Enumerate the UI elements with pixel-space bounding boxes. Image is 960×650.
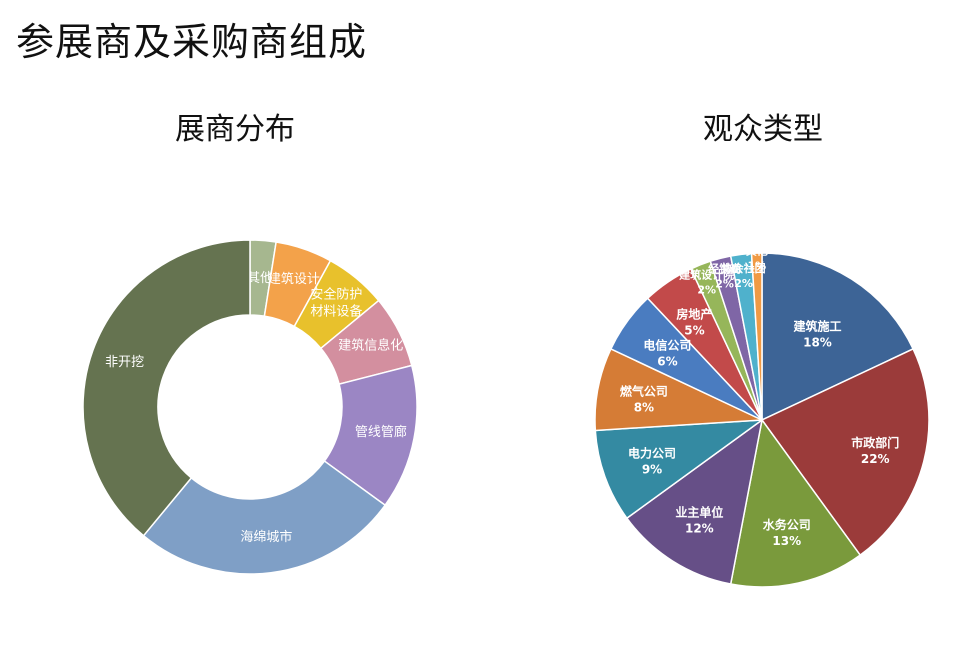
donut-label-6: 非开挖 — [105, 355, 144, 370]
pie-value-label-4: 9% — [642, 463, 662, 477]
pie-category-label-2: 水务公司 — [763, 517, 811, 532]
donut-label-4: 管线管廊 — [355, 424, 407, 440]
pie-category-label-3: 业主单位 — [675, 505, 723, 520]
donut-slice-5 — [142, 460, 387, 575]
donut-chart-title: 展商分布 — [175, 112, 295, 147]
pie-slice-0 — [761, 252, 915, 422]
pie-slice-3 — [625, 418, 764, 585]
pie-value-label-11: 1% — [748, 259, 767, 272]
pie-value-label-2: 13% — [772, 534, 801, 548]
pie-chart-title: 观众类型 — [703, 112, 823, 147]
pie-slice-4 — [594, 419, 765, 520]
pie-value-label-7: 5% — [684, 324, 704, 338]
pie-category-label-9: 经销商 — [708, 261, 741, 275]
pie-slice-11 — [750, 252, 763, 421]
donut-label-1: 建筑设计 — [268, 271, 320, 287]
pie-category-label-8: 建筑设计院 — [679, 267, 734, 281]
donut-label-3: 建筑信息化 — [338, 337, 403, 353]
pie-category-label-11: 其他 — [746, 243, 768, 257]
pie-category-label-0: 建筑施工 — [792, 319, 841, 334]
pie-category-label-5: 燃气公司 — [620, 383, 668, 398]
pie-category-label-4: 电力公司 — [628, 446, 676, 461]
pie-category-label-10: 协会社团 — [722, 261, 766, 275]
donut-label-2: 安全防护材料设备 — [310, 287, 362, 320]
donut-label-5: 海绵城市 — [240, 529, 292, 545]
page-title: 参展商及采购商组成 — [16, 20, 368, 64]
pie-value-label-10: 2% — [734, 277, 753, 290]
pie-value-label-8: 2% — [697, 283, 716, 296]
pie-value-label-3: 12% — [685, 522, 714, 536]
pie-value-label-1: 22% — [861, 452, 890, 466]
pie-value-label-5: 8% — [634, 400, 654, 414]
pie-category-label-1: 市政部门 — [851, 435, 899, 450]
pie-slice-1 — [760, 347, 930, 557]
donut-slice-6 — [82, 239, 251, 537]
pie-slice-2 — [729, 418, 862, 588]
pie-value-label-0: 18% — [803, 336, 832, 350]
pie-value-label-9: 2% — [715, 277, 734, 290]
pie-chart: 建筑施工 18% 市政部门 22% 水务公司 13% 业主单位 12% 电力公司 9% 燃气公司 8%… — [594, 243, 930, 588]
donut-label-0: 其他 — [247, 271, 273, 286]
pie-category-label-6: 电信公司 — [643, 337, 691, 352]
pie-category-label-7: 房地产 — [676, 307, 712, 322]
pie-value-label-6: 6% — [657, 354, 677, 368]
